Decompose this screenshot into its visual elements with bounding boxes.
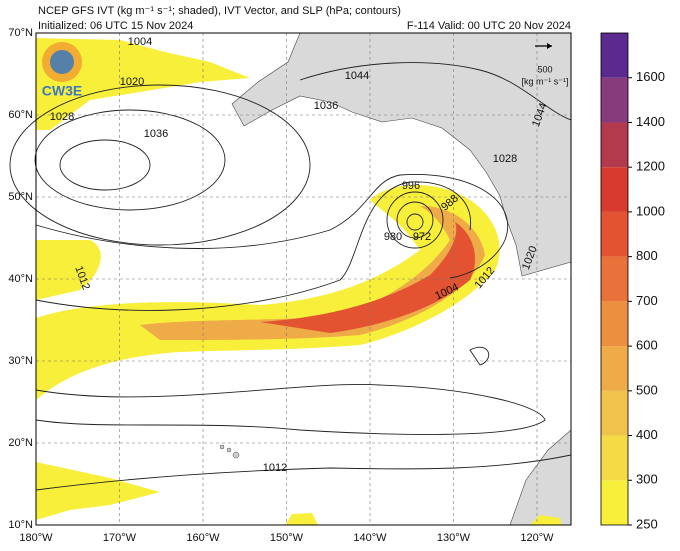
colorbar-tick-label: 400	[636, 427, 658, 442]
colorbar-segment	[601, 167, 628, 212]
colorbar-segment	[601, 211, 628, 257]
initialized: Initialized: 06 UTC 15 Nov 2024	[38, 20, 193, 32]
map-frame	[35, 32, 572, 526]
lon-label: 160°W	[186, 532, 220, 544]
slp-contours	[9, 62, 572, 491]
lat-label: 40°N	[8, 273, 33, 285]
colorbar-tick-label: 800	[636, 248, 658, 263]
north-america-land	[231, 32, 572, 277]
contour-label: 1028	[493, 153, 517, 165]
vector-legend-units: [kg m⁻¹ s⁻¹]	[522, 76, 569, 86]
logo: CW3E	[42, 42, 82, 99]
colorbar-tick-label: 1400	[636, 114, 665, 129]
contour-label: 1012	[263, 462, 287, 474]
lon-label: 120°W	[520, 532, 554, 544]
lon-label: 150°W	[270, 532, 304, 544]
colorbar-segment	[601, 435, 628, 481]
ivt-shading	[36, 38, 562, 525]
lat-label: 60°N	[8, 109, 33, 121]
colorbar-tick-label: 300	[636, 472, 658, 487]
logo-text: CW3E	[42, 83, 82, 99]
contour-label: 1036	[144, 128, 168, 140]
colorbar-segment	[601, 256, 628, 302]
colorbar-tick-label: 700	[636, 293, 658, 308]
colorbar-segment	[601, 301, 628, 347]
colorbar-segment	[601, 122, 628, 168]
lon-label: 170°W	[103, 532, 137, 544]
lat-label: 70°N	[8, 27, 33, 39]
colorbar-tick-label: 1000	[636, 203, 665, 218]
colorbar-segment	[601, 480, 628, 525]
contour-label: 1004	[128, 36, 152, 48]
lat-label: 10°N	[8, 519, 33, 531]
contour-label: 972	[413, 231, 431, 243]
lon-label: 140°W	[353, 532, 387, 544]
contour-label: 1044	[345, 70, 369, 82]
contour-label: 1020	[120, 76, 144, 88]
contour-label: 1028	[50, 111, 74, 123]
colorbar-tick-label: 500	[636, 382, 658, 397]
hawaii	[219, 444, 240, 459]
colorbar-tick-label: 600	[636, 338, 658, 353]
colorbar-segment	[601, 33, 628, 78]
lon-label: 180°W	[19, 532, 53, 544]
contour-label: 980	[384, 231, 402, 243]
colorbar-frame	[600, 32, 629, 526]
lon-label: 130°W	[437, 532, 471, 544]
colorbar-segment	[601, 390, 628, 436]
colorbar-tick-label: 250	[636, 516, 658, 531]
colorbar-tick-label: 1200	[636, 159, 665, 174]
title: NCEP GFS IVT (kg m⁻¹ s⁻¹; shaded), IVT V…	[38, 5, 401, 17]
lat-label: 50°N	[8, 191, 33, 203]
lat-label: 30°N	[8, 355, 33, 367]
colorbar-segment	[601, 77, 628, 123]
forecast-time: F-114 Valid: 00 UTC 20 Nov 2024	[407, 20, 571, 32]
colorbar-segment	[601, 346, 628, 391]
vector-legend-value: 500	[537, 64, 552, 74]
colorbar-tick-label: 1600	[636, 69, 665, 84]
contour-label: 996	[402, 180, 420, 192]
lat-label: 20°N	[8, 437, 33, 449]
contour-label: 1036	[314, 100, 338, 112]
vector-legend: 500 [kg m⁻¹ s⁻¹]	[522, 43, 569, 86]
